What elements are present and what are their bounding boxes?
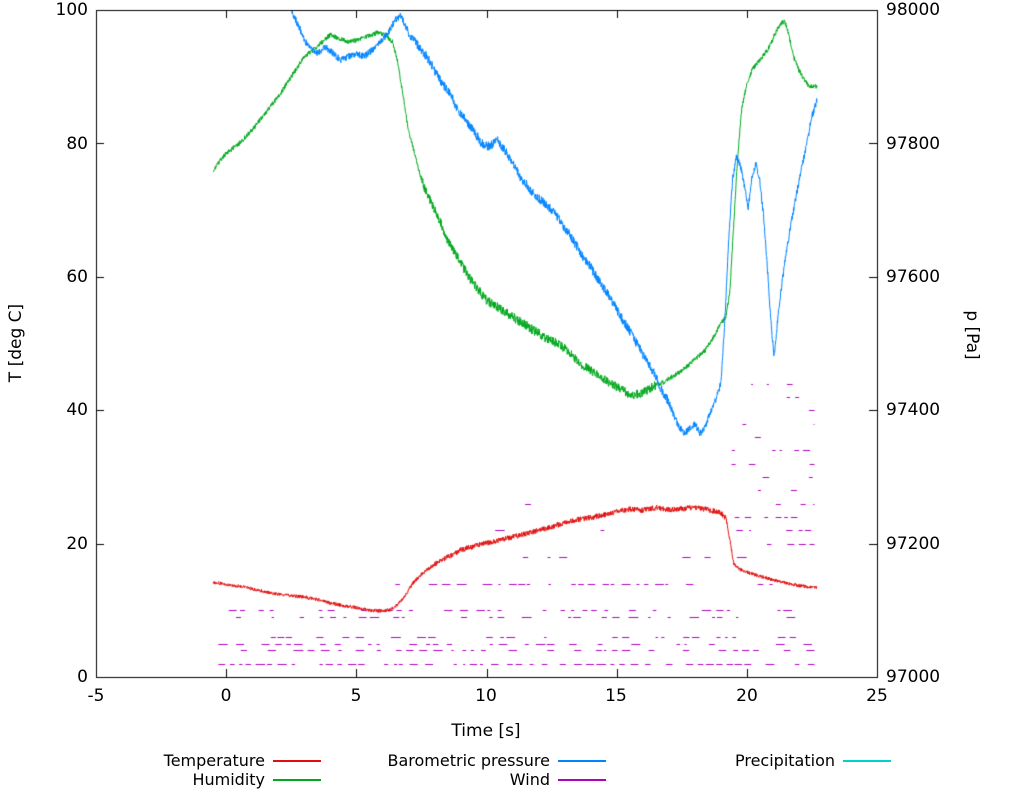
y-left-tick-label: 100 — [55, 0, 88, 20]
legend-line-humidity — [273, 779, 321, 781]
y-right-tick-label: 97000 — [886, 667, 941, 687]
x-tick-label: 10 — [475, 686, 497, 706]
legend-line-precipitation — [843, 760, 891, 762]
y-left-tick-label: 60 — [66, 267, 88, 287]
y-left-tick-label: 40 — [66, 400, 88, 420]
left-axis-title: T [deg C] — [6, 303, 26, 383]
y-right-tick-label: 97800 — [886, 134, 941, 154]
legend-line-temperature — [273, 760, 321, 762]
y-right-tick-label: 97600 — [886, 267, 941, 287]
legend-label-humidity: Humidity — [192, 770, 265, 789]
y-left-tick-label: 0 — [77, 667, 88, 687]
legend-line-wind — [558, 779, 606, 781]
x-tick-label: 15 — [605, 686, 627, 706]
y-left-tick-label: 20 — [66, 534, 88, 554]
x-tick-label: -5 — [87, 686, 105, 706]
y-right-tick-label: 98000 — [886, 0, 941, 20]
y-right-tick-label: 97200 — [886, 534, 941, 554]
legend-label-barometric-pressure: Barometric pressure — [387, 751, 550, 770]
x-tick-label: 20 — [736, 686, 758, 706]
legend-line-barometric-pressure — [558, 760, 606, 762]
legend-label-temperature: Temperature — [163, 751, 265, 770]
x-tick-label: 0 — [220, 686, 232, 706]
x-axis-title: Time [s] — [451, 721, 521, 741]
y-right-tick-label: 97400 — [886, 400, 941, 420]
x-tick-label: 25 — [866, 686, 888, 706]
right-axis-title: p [Pa] — [962, 310, 982, 360]
legend-label-precipitation: Precipitation — [734, 751, 835, 770]
y-left-tick-label: 80 — [66, 134, 88, 154]
x-tick-label: 5 — [350, 686, 362, 706]
legend-label-wind: Wind — [509, 770, 550, 789]
